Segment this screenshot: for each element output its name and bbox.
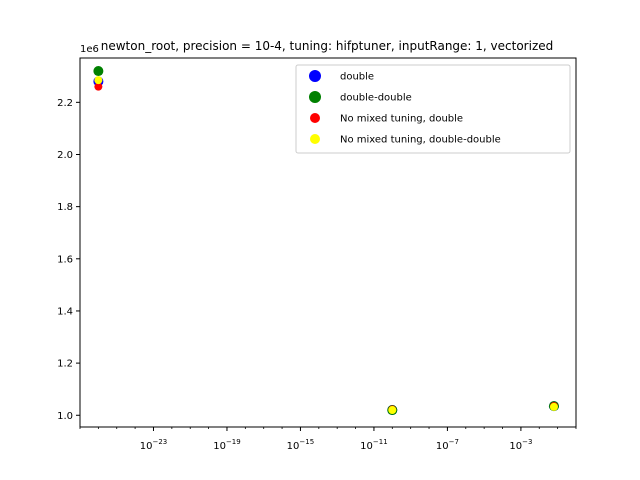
y-tick-label: 2.0 [57, 150, 73, 161]
y-tick-label: 1.8 [57, 202, 73, 213]
x-tick-base: 10 [436, 441, 449, 452]
point-no-mixed-tuning-double-double [94, 76, 102, 84]
legend-marker [310, 134, 320, 144]
chart-title: newton_root, precision = 10-4, tuning: h… [101, 39, 554, 53]
y-tick-label: 1.0 [57, 411, 73, 422]
x-tick-base: 10 [213, 441, 226, 452]
x-tick-exponent: −19 [226, 438, 241, 446]
x-tick-base: 10 [509, 441, 522, 452]
x-tick-exponent: −11 [373, 438, 388, 446]
x-tick-base: 10 [287, 441, 300, 452]
x-tick-base: 10 [140, 441, 153, 452]
legend-label: double-double [340, 93, 412, 104]
x-tick-base: 10 [360, 441, 373, 452]
point-no-mixed-tuning-double-double [550, 403, 558, 411]
y-offset-label: 1e6 [80, 44, 99, 55]
legend: double double-double No mixed tuning, doub… [296, 65, 570, 153]
x-tick-exponent: −3 [522, 438, 532, 446]
legend-label: double [340, 72, 374, 83]
y-tick-label: 1.6 [57, 254, 73, 265]
y-tick-label: 1.2 [57, 359, 73, 370]
legend-label: No mixed tuning, double-double [340, 135, 501, 146]
point-no-mixed-tuning-double-double [388, 406, 396, 414]
y-tick-label: 1.4 [57, 306, 73, 317]
x-tick-exponent: −15 [299, 438, 314, 446]
legend-marker [310, 113, 320, 123]
x-tick-exponent: −23 [152, 438, 167, 446]
legend-marker [309, 70, 321, 82]
point-double-double [93, 66, 103, 76]
legend-label: No mixed tuning, double [340, 114, 463, 125]
y-tick-label: 2.2 [57, 98, 73, 109]
legend-marker [309, 91, 321, 103]
x-tick-exponent: −7 [449, 438, 459, 446]
